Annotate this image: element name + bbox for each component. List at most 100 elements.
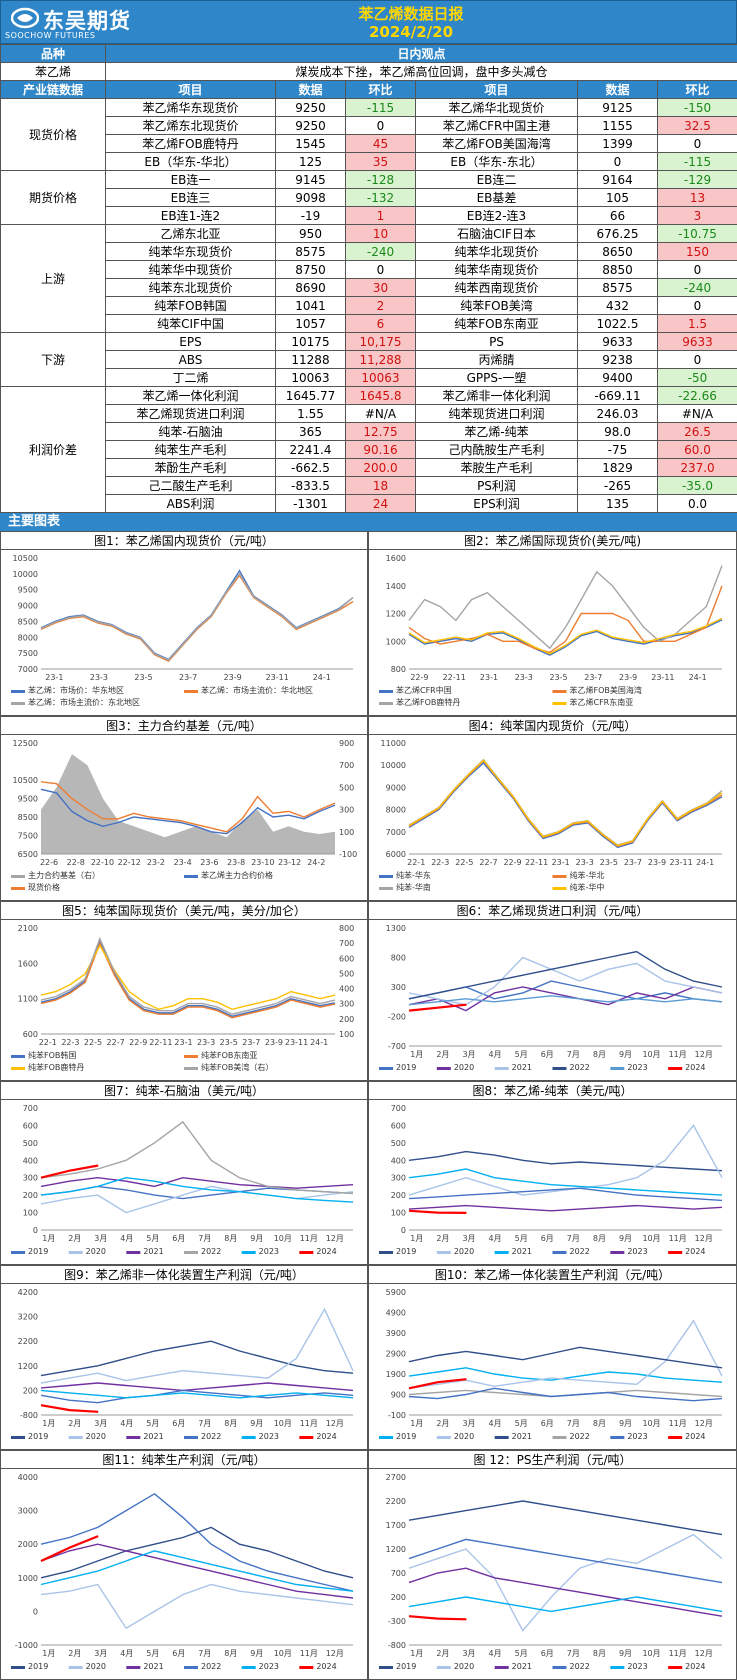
x-tick-label: 23-12 <box>278 858 301 867</box>
series-line <box>408 956 723 1006</box>
value-left: 1041 <box>275 296 346 315</box>
x-tick-label: 4月 <box>489 1050 502 1059</box>
chart-title: 图6：苯乙烯现货进口利润（元/吨） <box>369 902 736 920</box>
value-left: 10175 <box>275 332 346 351</box>
x-tick-label: 22-10 <box>91 858 114 867</box>
legend-label: 苯乙烯：市场主流价：东北地区 <box>28 697 140 707</box>
x-tick-label: 3月 <box>94 1419 107 1428</box>
x-tick-label: 22-8 <box>67 858 85 867</box>
legend-swatch <box>494 1251 509 1254</box>
y-tick-label: 2200 <box>386 1497 406 1506</box>
item-left: 苯酚生产毛利 <box>105 458 276 477</box>
legend-swatch <box>610 1666 625 1669</box>
legend-swatch <box>11 1436 25 1439</box>
item-header-left: 项目 <box>105 80 276 99</box>
value-left: 9250 <box>275 98 346 117</box>
y-tick-label: 7000 <box>386 828 406 837</box>
change-right: 0 <box>657 296 737 315</box>
y-tick-label: 5900 <box>386 1288 406 1297</box>
x-tick-label: 9月 <box>619 1649 632 1658</box>
chart-svg: 10500 10000 9500 9000 8500 8000 7500 7000 23-1 23… <box>11 554 354 707</box>
y2-tick-label: 200 <box>339 1015 354 1024</box>
value-right: 9125 <box>577 98 658 117</box>
y-tick-label: 200 <box>391 1593 406 1602</box>
change-left: -128 <box>345 170 416 189</box>
series-line <box>40 1535 99 1562</box>
x-tick-label: 1月 <box>410 1050 423 1059</box>
chart-panel: 图1：苯乙烯国内现货价（元/吨） 10500 10000 9500 9000 8500 80… <box>0 531 368 716</box>
y-tick-label: 10500 <box>13 554 38 563</box>
item-left: 丁二烯 <box>105 368 276 387</box>
x-tick-label: 7月 <box>198 1419 211 1428</box>
table-row: 下游 EPS 10175 10,175 PS 9633 9633 <box>0 332 737 387</box>
value-left: 10063 <box>275 368 346 387</box>
chart-svg: 4000 3000 2000 1000 0 -1000 1月 2月 3月 4月 5月 6月 7月 8月 9月… <box>11 1473 354 1671</box>
series-line <box>40 788 336 835</box>
legend-swatch <box>68 1251 83 1254</box>
y-tick-label: 700 <box>391 1569 406 1578</box>
legend-swatch <box>436 1666 451 1669</box>
series-line <box>40 1543 354 1599</box>
change-left: 10063 <box>345 368 416 387</box>
y-tick-label: 0 <box>33 1226 38 1235</box>
legend-label: 2024 <box>685 1432 705 1441</box>
change-right: 150 <box>657 242 737 261</box>
value-right: 9164 <box>577 170 658 189</box>
value-left: 11288 <box>275 350 346 369</box>
legend-label: 2024 <box>685 1662 705 1671</box>
legend-label: 苯乙烯CFR中国 <box>396 685 452 695</box>
legend-label: 2021 <box>143 1247 163 1256</box>
series-line <box>408 1346 723 1369</box>
change-right: -115 <box>657 152 737 171</box>
legend-swatch <box>11 875 25 878</box>
legend-swatch <box>668 1251 683 1254</box>
x-tick-label: 23-3 <box>515 673 533 682</box>
y-tick-label: 200 <box>23 1386 38 1395</box>
series-line <box>40 1120 354 1195</box>
x-tick-label: 23-3 <box>197 1038 215 1047</box>
legend-swatch <box>379 702 393 705</box>
legend-label: 2019 <box>396 1247 416 1256</box>
y-tick-label: 4000 <box>18 1473 38 1482</box>
value-left: 8690 <box>275 278 346 297</box>
x-tick-label: 6月 <box>172 1649 185 1658</box>
x-tick-label: 4月 <box>489 1234 502 1243</box>
y-tick-label: 900 <box>391 1391 406 1400</box>
value-left: 950 <box>275 224 346 243</box>
y-tick-label: 3900 <box>386 1329 406 1338</box>
x-tick-label: 11月 <box>669 1050 687 1059</box>
legend-label: 2019 <box>396 1063 416 1072</box>
legend-label: 纯苯FOB韩国 <box>28 1050 76 1060</box>
series-line <box>40 1526 354 1579</box>
x-tick-label: 3月 <box>462 1649 475 1658</box>
legend-label: 2021 <box>512 1247 532 1256</box>
series-line <box>408 1387 723 1402</box>
legend-label: 纯苯FOB美湾（右） <box>201 1062 273 1072</box>
series-line <box>408 617 723 655</box>
series-line <box>408 1204 723 1212</box>
y-tick-label: 600 <box>23 1030 38 1039</box>
value-right: 246.03 <box>577 404 658 423</box>
item-right: EB（华东-东北） <box>415 152 578 171</box>
chart-title: 图5：纯苯国际现货价（美元/吨，美分/加仑） <box>1 902 367 920</box>
x-tick-label: 23-9 <box>619 673 637 682</box>
item-left: 纯苯-石脑油 <box>105 422 276 441</box>
x-tick-label: 3月 <box>462 1050 475 1059</box>
legend-swatch <box>11 702 25 705</box>
legend-label: 2023 <box>627 1063 647 1072</box>
table-row: 现货价格 苯乙烯华东现货价 9250 -115 苯乙烯华北现货价 9125 -150 <box>0 98 737 171</box>
x-tick-label: 5月 <box>146 1649 159 1658</box>
x-tick-label: 22-6 <box>40 858 58 867</box>
item-right: 纯苯西南现货价 <box>415 278 578 297</box>
change-left: -115 <box>345 98 416 117</box>
legend-label: 苯乙烯CFR东南亚 <box>570 697 634 707</box>
chart-panel: 图10：苯乙烯一体化装置生产利润（元/吨） 5900 4900 3900 2900 190… <box>368 1265 737 1450</box>
series-line <box>40 1185 354 1214</box>
x-tick-label: 7月 <box>567 1419 580 1428</box>
table-row: 纯苯FOB韩国 1041 2 纯苯FOB美湾 432 0 <box>1 296 737 315</box>
x-tick-label: 4月 <box>489 1419 502 1428</box>
chart-title: 图 12：PS生产利润（元/吨） <box>369 1451 736 1469</box>
chart-panel: 图9：苯乙烯非一体化装置生产利润（元/吨） 4200 3200 2200 1200 200… <box>0 1265 368 1450</box>
x-tick-label: 23-7 <box>179 673 197 682</box>
y-tick-label: -700 <box>388 1042 406 1051</box>
